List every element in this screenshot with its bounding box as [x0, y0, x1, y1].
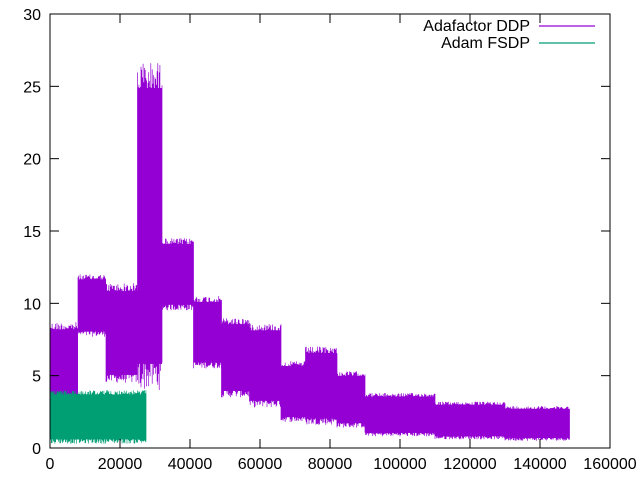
- series-adam-fsdp: [49, 390, 147, 444]
- x-tick-label: 60000: [238, 456, 283, 473]
- series-trace: [336, 371, 366, 428]
- y-tick-label: 25: [23, 79, 41, 96]
- x-tick-label: 100000: [373, 456, 426, 473]
- y-tick-label: 0: [32, 441, 41, 458]
- series-trace: [49, 390, 147, 444]
- x-tick-label: 120000: [443, 456, 496, 473]
- y-tick-label: 5: [32, 369, 41, 386]
- x-tick-label: 160000: [583, 456, 636, 473]
- legend-label: Adam FSDP: [441, 35, 530, 52]
- y-tick-label: 15: [23, 224, 41, 241]
- x-tick-label: 0: [46, 456, 55, 473]
- series-trace: [161, 238, 194, 311]
- series-trace: [221, 318, 250, 398]
- series-trace: [504, 406, 570, 441]
- series-trace: [434, 401, 506, 440]
- series-trace: [193, 296, 222, 369]
- series-adafactor-ddp: [49, 63, 570, 441]
- series-trace: [305, 346, 338, 425]
- x-tick-label: 80000: [308, 456, 353, 473]
- legend-label: Adafactor DDP: [423, 18, 530, 35]
- series-trace: [249, 323, 282, 408]
- axis-layer: 0 5 10 15 20 25 30 0 20000 40000 60000 80000 100000 1…: [23, 7, 637, 473]
- x-tick-label: 20000: [98, 456, 143, 473]
- series-trace: [280, 361, 306, 422]
- series-trace: [77, 274, 106, 337]
- x-tick-label: 40000: [168, 456, 213, 473]
- series-trace: [105, 283, 138, 383]
- y-tick-label: 30: [23, 7, 41, 24]
- series-trace: [137, 63, 163, 390]
- x-tick-label: 140000: [513, 456, 566, 473]
- y-tick-label: 10: [23, 296, 41, 313]
- series-trace: [364, 393, 436, 437]
- series-layer: [49, 63, 570, 444]
- y-tick-label: 20: [23, 152, 41, 169]
